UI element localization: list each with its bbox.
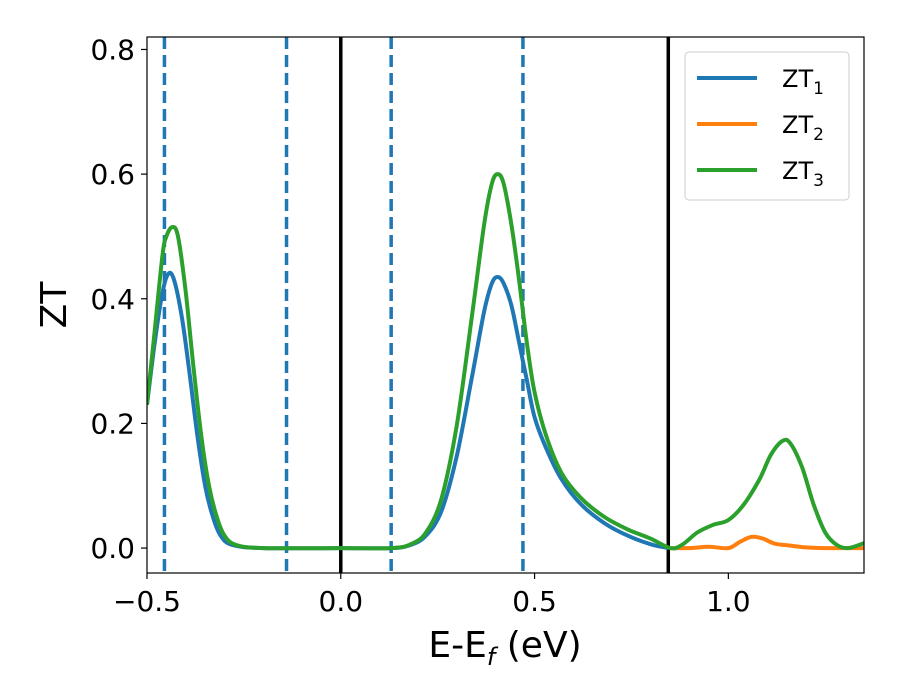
x-tick-label: 0.0 xyxy=(319,585,364,618)
legend-items: ZT1 ZT2 ZT3 xyxy=(697,65,824,191)
y-tick-label: 0.8 xyxy=(90,33,135,66)
x-axis-title-unit: (eV) xyxy=(495,625,581,666)
x-axis-ticks: −0.5 0.0 0.5 1.0 xyxy=(113,573,751,618)
y-tick-label: 0.0 xyxy=(90,532,135,565)
y-axis-title: ZT xyxy=(34,281,75,329)
series-line-zt3 xyxy=(147,172,864,551)
legend-label-zt2: ZT2 xyxy=(782,111,824,145)
y-tick-label: 0.2 xyxy=(90,407,135,440)
x-tick-label: 0.5 xyxy=(512,585,557,618)
y-tick-label: 0.4 xyxy=(90,283,135,316)
legend-label-zt1: ZT1 xyxy=(782,65,824,99)
y-tick-label: 0.6 xyxy=(90,158,135,191)
plot-frame xyxy=(146,36,865,574)
legend-box xyxy=(684,51,850,201)
reference-lines xyxy=(162,37,671,573)
x-axis-title-main: E-E xyxy=(428,625,486,666)
series-group xyxy=(147,172,864,551)
y-axis-ticks: 0.0 0.2 0.4 0.6 0.8 xyxy=(90,33,147,565)
x-axis-title: E-Ef (eV) xyxy=(428,625,581,671)
legend: ZT1 ZT2 ZT3 xyxy=(684,51,850,201)
series-line-zt1 xyxy=(147,270,669,551)
x-tick-label: 1.0 xyxy=(706,585,751,618)
legend-label-zt3: ZT3 xyxy=(782,157,824,191)
series-line-zt2 xyxy=(670,534,864,551)
x-tick-label: −0.5 xyxy=(113,585,181,618)
